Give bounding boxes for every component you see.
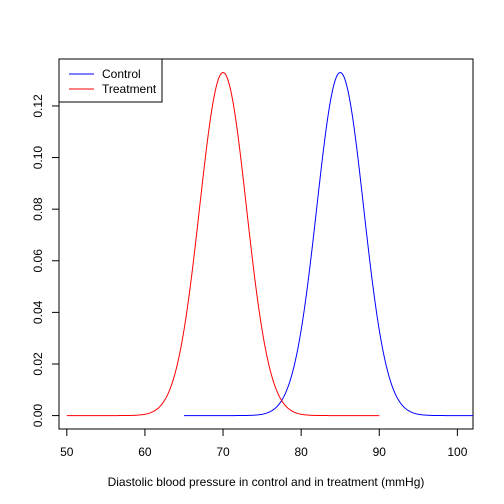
legend-label-control: Control xyxy=(102,67,141,81)
legend: Control Treatment xyxy=(58,58,163,103)
y-tick-label: 0.06 xyxy=(31,249,45,273)
series-line-treatment xyxy=(66,71,380,417)
y-tick-label: 0.04 xyxy=(31,300,45,324)
y-axis: 0.00 0.02 0.04 0.06 0.08 0.10 0.12 xyxy=(31,94,60,428)
legend-label-treatment: Treatment xyxy=(102,82,157,96)
series-line-control xyxy=(183,71,473,417)
x-axis: 50 60 70 80 90 100 xyxy=(60,428,468,459)
y-tick-label: 0.00 xyxy=(31,404,45,428)
x-tick-label: 80 xyxy=(294,445,308,459)
y-tick-label: 0.08 xyxy=(31,197,45,221)
x-tick-label: 60 xyxy=(138,445,152,459)
plot-frame xyxy=(58,58,474,430)
x-tick-label: 70 xyxy=(216,445,230,459)
legend-box xyxy=(58,58,163,103)
x-tick-label: 50 xyxy=(60,445,74,459)
y-tick-label: 0.10 xyxy=(31,146,45,170)
x-axis-title: Diastolic blood pressure in control and … xyxy=(108,475,425,489)
series-curves xyxy=(66,71,473,417)
x-tick-label: 90 xyxy=(373,445,387,459)
y-tick-label: 0.12 xyxy=(31,94,45,118)
y-tick-label: 0.02 xyxy=(31,352,45,376)
x-tick-label: 100 xyxy=(447,445,467,459)
